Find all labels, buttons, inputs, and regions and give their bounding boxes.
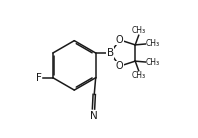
Text: O: O [116,35,124,45]
Text: F: F [36,73,42,83]
Text: CH₃: CH₃ [146,39,160,48]
Text: O: O [116,61,124,71]
Text: CH₃: CH₃ [132,71,146,80]
Text: N: N [90,111,97,121]
Text: CH₃: CH₃ [146,58,160,67]
Text: B: B [107,48,114,58]
Text: CH₃: CH₃ [132,26,146,35]
